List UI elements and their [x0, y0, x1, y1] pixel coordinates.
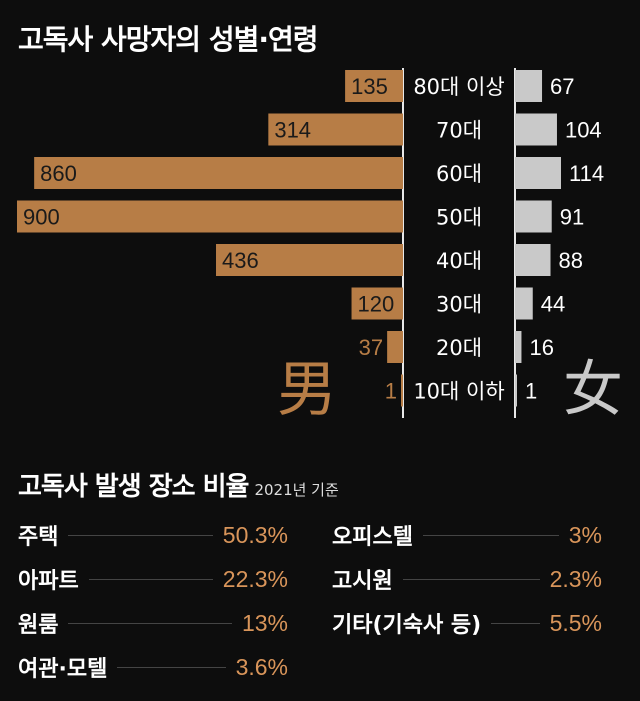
- place-value: 13%: [241, 609, 288, 636]
- female-bar: [515, 157, 561, 189]
- female-value-label: 44: [541, 292, 565, 317]
- male-bar: [351, 287, 403, 320]
- female-value-label: 91: [560, 205, 584, 230]
- leader-line: [88, 578, 213, 580]
- female-bar: [515, 113, 557, 146]
- place-name: 아파트: [18, 569, 79, 594]
- place-name: 오피스텔: [332, 525, 413, 550]
- male-bar: [216, 244, 403, 276]
- category-label: 10대 이하: [413, 380, 504, 404]
- place-value: 50.3%: [222, 521, 288, 548]
- female-bar: [515, 374, 517, 407]
- place-row: 여관·모텔 3.6%: [18, 645, 288, 689]
- leader-line: [117, 666, 226, 668]
- category-label: 40대: [436, 249, 482, 273]
- place-value: 3%: [568, 521, 602, 548]
- chart-title: 고독사 사망자의 성별·연령: [18, 23, 318, 56]
- places-column-left: 주택 50.3% 아파트 22.3% 원룸 13% 여관·모텔 3.6%: [18, 513, 288, 689]
- places-column-right: 오피스텔 3% 고시원 2.3% 기타(기숙사 등) 5.5%: [332, 513, 602, 645]
- male-bar: [345, 70, 403, 102]
- female-bar: [515, 200, 552, 233]
- age-sex-bar-chart: 135 80대 이상 67 314 70대 104 860 60대 114 900 50대 91 436…: [17, 68, 604, 418]
- female-bar: [515, 70, 543, 102]
- place-row: 오피스텔 3%: [332, 513, 602, 557]
- place-row: 아파트 22.3%: [18, 557, 288, 601]
- female-glyph: 女: [563, 355, 623, 425]
- place-row: 원룸 13%: [18, 601, 288, 645]
- place-name: 여관·모텔: [18, 657, 108, 682]
- place-name: 기타(기숙사 등): [332, 613, 482, 638]
- place-row: 기타(기숙사 등) 5.5%: [332, 601, 602, 645]
- male-value-label: 436: [222, 248, 259, 273]
- male-bar: [34, 157, 404, 189]
- category-label: 20대: [436, 336, 482, 360]
- place-value: 22.3%: [222, 565, 288, 592]
- male-bar: [268, 113, 403, 146]
- place-value: 5.5%: [549, 609, 602, 636]
- female-value-label: 114: [569, 161, 604, 186]
- female-value-label: 88: [559, 248, 583, 273]
- female-value-label: 16: [529, 335, 553, 360]
- leader-line: [68, 534, 213, 536]
- places-title-text: 고독사 발생 장소 비율: [18, 472, 249, 502]
- place-row: 주택 50.3%: [18, 513, 288, 557]
- place-value: 2.3%: [549, 565, 602, 592]
- male-value-label: 37: [359, 335, 383, 360]
- male-bar: [17, 200, 403, 233]
- place-name: 주택: [18, 525, 59, 550]
- places-title: 고독사 발생 장소 비율 2021년 기준: [18, 466, 339, 503]
- category-label: 60대: [436, 162, 482, 186]
- place-value: 3.6%: [235, 653, 288, 680]
- male-bar: [401, 374, 403, 407]
- female-bar: [515, 331, 522, 363]
- place-name: 고시원: [332, 569, 393, 594]
- category-label: 70대: [436, 119, 482, 143]
- category-label: 50대: [436, 206, 482, 230]
- place-name: 원룸: [18, 613, 59, 638]
- male-bar: [387, 331, 403, 363]
- male-value-label: 860: [40, 161, 77, 186]
- female-bar: [515, 244, 551, 276]
- category-label: 80대 이상: [413, 75, 504, 99]
- category-label: 30대: [436, 293, 482, 317]
- female-value-label: 1: [525, 379, 537, 404]
- place-row: 고시원 2.3%: [332, 557, 602, 601]
- male-value-label: 314: [274, 118, 311, 143]
- female-value-label: 104: [565, 118, 602, 143]
- male-value-label: 135: [351, 74, 388, 99]
- male-value-label: 900: [23, 205, 60, 230]
- male-value-label: 120: [358, 292, 395, 317]
- leader-line: [68, 622, 232, 624]
- male-value-label: 1: [385, 379, 397, 404]
- female-bar: [515, 287, 533, 320]
- female-value-label: 67: [550, 74, 574, 99]
- leader-line: [402, 578, 540, 580]
- leader-line: [491, 622, 540, 624]
- places-note: 2021년 기준: [254, 481, 339, 499]
- male-glyph: 男: [277, 355, 337, 425]
- leader-line: [422, 534, 559, 536]
